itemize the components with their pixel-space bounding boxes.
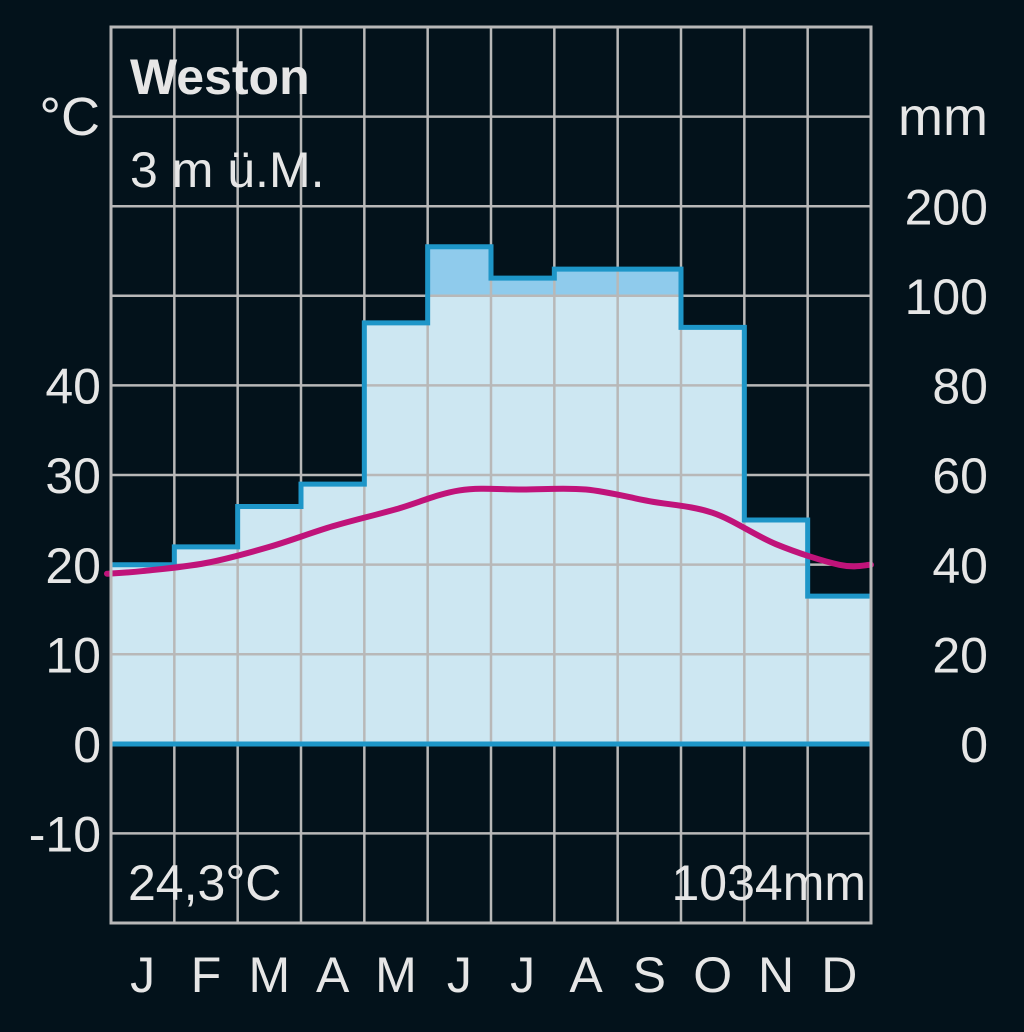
month-label: O: [693, 947, 732, 1003]
precipitation-bar-humid: [554, 269, 618, 296]
precipitation-bar-humid: [491, 278, 555, 296]
precipitation-bar: [681, 327, 745, 744]
month-label: J: [510, 947, 535, 1003]
precipitation-bar: [491, 278, 555, 744]
month-label: N: [758, 947, 794, 1003]
month-label: M: [249, 947, 291, 1003]
month-label: D: [821, 947, 857, 1003]
month-label: M: [375, 947, 417, 1003]
precipitation-bar: [174, 546, 238, 744]
precipitation-tick-label: 200: [905, 179, 988, 235]
month-label: J: [447, 947, 472, 1003]
month-label: F: [191, 947, 222, 1003]
temperature-tick-label: -10: [29, 807, 101, 863]
temperature-axis-ticks: 40 30 20 10 0 -10: [29, 359, 101, 863]
plot-border: [109, 25, 873, 925]
precipitation-tick-label: 20: [932, 627, 988, 683]
temperature-tick-label: 10: [45, 627, 101, 683]
mean-temperature-label: 24,3°C: [128, 855, 281, 911]
precipitation-bar: [364, 322, 428, 744]
precipitation-fill-layer: [111, 246, 871, 744]
month-label: A: [569, 947, 603, 1003]
precipitation-tick-label: 100: [905, 269, 988, 325]
station-name: Weston: [130, 49, 310, 105]
temperature-line: [104, 485, 874, 577]
precipitation-bar-humid: [617, 269, 681, 296]
precipitation-tick-label: 80: [932, 359, 988, 415]
month-label: S: [633, 947, 666, 1003]
temperature-tick-label: 40: [45, 359, 101, 415]
station-elevation: 3 m ü.M.: [130, 142, 324, 198]
month-label: A: [316, 947, 350, 1003]
temperature-tick-label: 30: [45, 448, 101, 504]
month-label: J: [130, 947, 155, 1003]
precipitation-bar: [554, 269, 618, 744]
precipitation-unit-label: mm: [898, 87, 988, 147]
temperature-tick-label: 20: [45, 538, 101, 594]
plot-frame: [109, 25, 873, 925]
precipitation-bar: [744, 520, 808, 744]
precipitation-tick-label: 0: [960, 717, 988, 773]
precipitation-bar-humid: [427, 246, 491, 296]
precipitation-step-line: [111, 244, 871, 599]
precipitation-tick-label: 60: [932, 448, 988, 504]
annual-precipitation-label: 1034mm: [671, 855, 866, 911]
precipitation-bar: [807, 596, 871, 744]
series-lines: [104, 244, 874, 747]
precipitation-tick-label: 40: [932, 538, 988, 594]
temperature-unit-label: °C: [39, 87, 100, 147]
temperature-tick-label: 0: [73, 717, 101, 773]
